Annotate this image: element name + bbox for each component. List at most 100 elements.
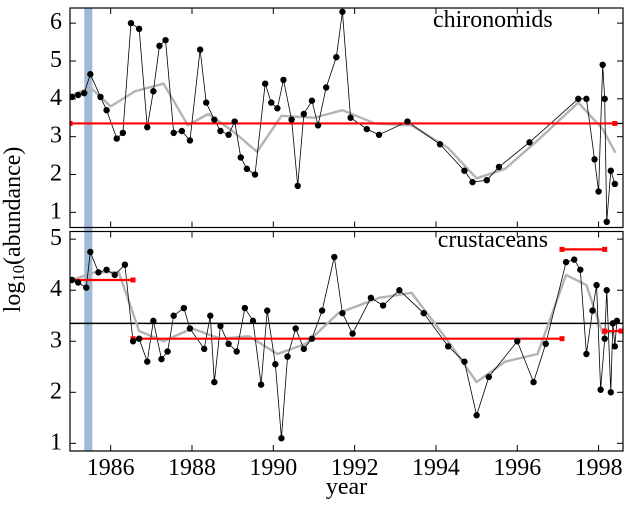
data-point (150, 88, 156, 94)
data-point (461, 168, 467, 174)
data-point (272, 361, 278, 367)
regime-endpoint-marker (560, 336, 565, 341)
data-point (437, 141, 443, 147)
data-point (496, 164, 502, 170)
data-point (217, 323, 223, 329)
smooth-line (72, 272, 617, 382)
data-point (364, 126, 370, 132)
data-point (83, 284, 89, 290)
data-point (207, 313, 213, 319)
data-point (250, 318, 256, 324)
data-point (264, 307, 270, 313)
y-tick-label: 4 (50, 85, 62, 111)
y-tick-label: 1 (50, 198, 62, 224)
data-point (274, 105, 280, 111)
data-point (203, 99, 209, 105)
y-tick-label: 3 (50, 123, 62, 149)
figure-container: log10(abundance)yearchironomids123456cru… (0, 0, 633, 506)
data-point (309, 335, 315, 341)
data-point (295, 183, 301, 189)
x-tick-label: 1994 (412, 455, 460, 481)
data-point (75, 92, 81, 98)
y-tick-label: 5 (50, 47, 62, 73)
y-tick-label: 1 (50, 429, 62, 455)
data-point (252, 171, 258, 177)
data-point (201, 346, 207, 352)
data-point (349, 330, 355, 336)
data-point (81, 90, 87, 96)
data-point (530, 379, 536, 385)
data-point (120, 130, 126, 136)
data-point (583, 351, 589, 357)
data-point (368, 295, 374, 301)
data-point (339, 9, 345, 15)
data-point (114, 135, 120, 141)
data-point (604, 219, 610, 225)
y-tick-label: 2 (50, 378, 62, 404)
data-point (301, 346, 307, 352)
data-point (144, 124, 150, 130)
panel-title: crustaceans (438, 227, 548, 253)
regime-endpoint-marker (612, 121, 617, 126)
data-point (136, 26, 142, 32)
data-point (526, 139, 532, 145)
data-point (158, 356, 164, 362)
data-point (150, 318, 156, 324)
y-axis-label: log10(abundance) (0, 147, 28, 313)
data-point (599, 62, 605, 68)
data-point (608, 389, 614, 395)
data-point (170, 130, 176, 136)
regime-endpoint-marker (560, 247, 565, 252)
data-point (244, 166, 250, 172)
data-point (238, 154, 244, 160)
data-point (187, 325, 193, 331)
data-point (347, 115, 353, 121)
data-point (170, 313, 176, 319)
data-point (514, 338, 520, 344)
data-point (112, 272, 118, 278)
data-point (608, 168, 614, 174)
y-tick-label: 4 (50, 276, 62, 302)
data-point (179, 128, 185, 134)
panel-crustaceans: crustaceans12345198619881990199219941996… (50, 225, 623, 481)
data-point (122, 261, 128, 267)
data-point (577, 267, 583, 273)
data-point (469, 179, 475, 185)
panel-frame (70, 8, 623, 228)
data-point (164, 348, 170, 354)
data-point (278, 435, 284, 441)
regime-endpoint-marker (602, 329, 607, 334)
y-tick-label: 2 (50, 161, 62, 187)
data-point (242, 305, 248, 311)
data-point (258, 381, 264, 387)
data-point (612, 181, 618, 187)
data-point (575, 96, 581, 102)
data-point (595, 188, 601, 194)
smooth-line (72, 84, 615, 179)
x-tick-label: 1988 (168, 455, 216, 481)
data-point (75, 279, 81, 285)
data-point (315, 122, 321, 128)
data-point (284, 353, 290, 359)
data-point (103, 107, 109, 113)
data-point (234, 348, 240, 354)
data-point (583, 96, 589, 102)
data-point (309, 98, 315, 104)
data-point (602, 96, 608, 102)
data-point (593, 282, 599, 288)
data-point (225, 132, 231, 138)
panel-frame (70, 232, 623, 452)
data-point (262, 80, 268, 86)
x-tick-label: 1996 (493, 455, 541, 481)
data-point (301, 111, 307, 117)
data-point (268, 99, 274, 105)
data-point (396, 287, 402, 293)
data-point (187, 137, 193, 143)
data-point (292, 325, 298, 331)
data-point (95, 269, 101, 275)
data-point (97, 94, 103, 100)
scatter-line-chart-svg: log10(abundance)yearchironomids123456cru… (0, 0, 633, 506)
data-point (571, 256, 577, 262)
data-point (211, 116, 217, 122)
data-point (380, 302, 386, 308)
